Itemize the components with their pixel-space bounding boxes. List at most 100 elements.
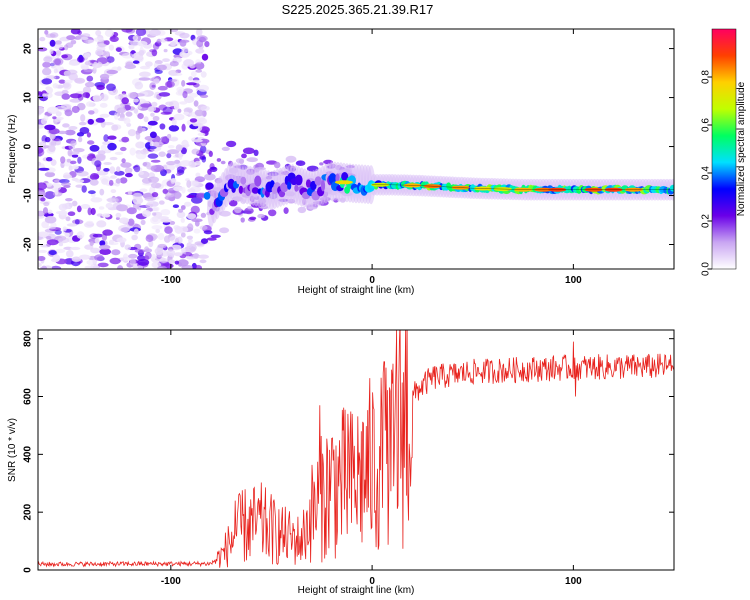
noise-blob <box>53 68 58 74</box>
noise-blob <box>177 236 183 244</box>
noise-blob <box>187 188 196 193</box>
noise-blob <box>80 114 86 122</box>
noise-blob <box>181 47 189 53</box>
noise-blob <box>60 156 66 164</box>
noise-blob <box>75 179 85 183</box>
noise-blob <box>82 86 92 94</box>
noise-blob <box>115 217 120 220</box>
noise-blob <box>84 53 91 58</box>
spectrogram-y-tick-label: 10 <box>23 92 34 104</box>
noise-blob <box>87 140 95 145</box>
noise-blob <box>197 117 208 125</box>
noise-blob <box>38 124 45 129</box>
noise-blob <box>63 70 71 77</box>
noise-blob <box>79 127 90 134</box>
noise-blob <box>162 188 169 194</box>
noise-blob <box>81 33 91 38</box>
scatter-blob <box>240 217 245 223</box>
noise-blob <box>159 257 169 263</box>
spectrogram-y-ticks: 20 10 0 -10 -20 <box>23 43 674 252</box>
noise-blob <box>150 112 155 117</box>
noise-blob <box>164 80 175 88</box>
noise-blob <box>71 105 80 114</box>
noise-blob <box>197 84 209 92</box>
noise-blob <box>148 29 161 37</box>
noise-blob <box>174 159 181 164</box>
noise-blob <box>80 65 89 70</box>
scatter-blob <box>234 206 242 214</box>
noise-blob <box>99 102 108 108</box>
noise-blob <box>173 113 185 121</box>
scatter-blob <box>244 207 254 215</box>
noise-blob <box>179 39 187 47</box>
noise-blob <box>38 231 49 238</box>
noise-blob <box>81 185 87 193</box>
noise-blob <box>89 241 94 247</box>
scatter-blob <box>204 173 216 181</box>
noise-blob <box>169 220 176 225</box>
snr-x-tick-label: 0 <box>369 576 375 587</box>
noise-blob <box>71 154 79 158</box>
noise-blob <box>40 197 46 202</box>
noise-blob <box>44 191 56 200</box>
noise-blob <box>131 234 138 241</box>
signal-trace <box>372 184 674 190</box>
noise-blob <box>152 216 159 223</box>
noise-blob <box>195 172 201 178</box>
noise-blob <box>134 249 146 253</box>
noise-blob <box>52 116 57 120</box>
noise-blob <box>66 223 78 227</box>
noise-blob <box>137 113 144 120</box>
noise-blob <box>38 182 47 190</box>
noise-blob <box>99 93 109 102</box>
noise-blob <box>132 60 140 64</box>
scatter-blob <box>246 157 258 163</box>
noise-blob <box>103 134 109 142</box>
colorbar-tick-label: 0.2 <box>701 214 712 228</box>
noise-blob <box>186 235 193 240</box>
noise-blob <box>68 144 75 150</box>
noise-blob <box>106 69 118 75</box>
noise-blob <box>133 164 141 173</box>
noise-blob <box>160 209 171 216</box>
noise-blob <box>194 109 204 117</box>
noise-blob <box>116 107 127 114</box>
noise-blob <box>135 132 141 140</box>
colorbar-tick-label: 0.6 <box>701 118 712 132</box>
noise-blob <box>94 160 102 168</box>
noise-blob <box>150 182 162 189</box>
scatter-blob <box>247 205 253 210</box>
noise-blob <box>138 50 145 56</box>
noise-blob <box>89 174 95 180</box>
noise-blob <box>63 44 69 51</box>
noise-blob <box>173 103 180 110</box>
noise-blob <box>197 132 206 136</box>
noise-blob <box>121 29 133 33</box>
noise-blob <box>103 149 112 154</box>
scatter-blob <box>216 158 222 162</box>
noise-blob <box>42 67 52 76</box>
noise-blob <box>159 38 168 43</box>
noise-blob <box>157 265 167 269</box>
noise-blob <box>60 103 72 109</box>
noise-blob <box>139 65 151 70</box>
noise-blob <box>55 248 66 254</box>
noise-blob <box>139 71 151 78</box>
noise-blob <box>153 141 160 147</box>
noise-blob <box>103 162 112 165</box>
noise-blob <box>55 50 62 56</box>
snr-series-line <box>38 330 674 568</box>
noise-blob <box>193 100 199 107</box>
noise-blob <box>90 207 96 216</box>
noise-blob <box>194 63 203 68</box>
noise-blob <box>95 30 102 36</box>
noise-blob <box>142 210 151 218</box>
noise-blob <box>142 161 151 167</box>
snr-x-ticks: -100 0 100 <box>161 330 582 587</box>
noise-blob <box>166 133 172 139</box>
noise-blob <box>120 227 130 233</box>
noise-blob <box>107 142 117 151</box>
noise-blob <box>140 103 153 108</box>
snr-y-tick-label: 0 <box>23 567 34 573</box>
noise-blob <box>193 228 201 234</box>
